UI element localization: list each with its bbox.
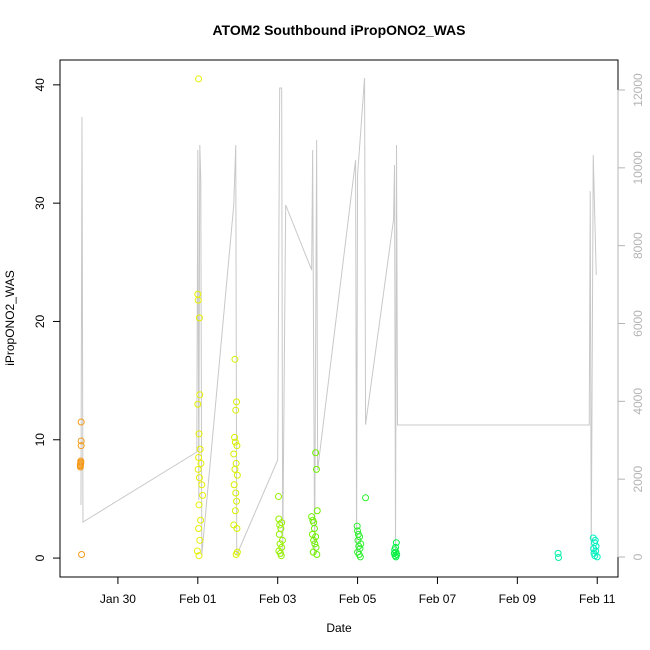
data-point <box>232 406 240 414</box>
data-point <box>231 433 239 441</box>
data-point <box>197 459 205 467</box>
y2-tick-label: 6000 <box>631 310 645 337</box>
data-point <box>392 553 400 561</box>
data-point <box>313 551 321 559</box>
data-point <box>198 481 206 489</box>
data-point <box>194 400 202 408</box>
data-point <box>233 442 241 450</box>
data-point <box>230 481 238 489</box>
data-point <box>276 540 284 548</box>
data-point <box>232 551 240 559</box>
data-point <box>197 516 205 524</box>
data-point <box>199 491 207 499</box>
data-point <box>311 540 319 548</box>
data-point <box>194 296 202 304</box>
data-point <box>233 524 241 532</box>
data-point <box>231 507 239 515</box>
chart-title: ATOM2 Southbound iPropONO2_WAS <box>212 22 465 38</box>
data-point <box>356 553 364 561</box>
data-point <box>232 489 240 497</box>
data-point <box>233 398 241 406</box>
data-point <box>362 494 370 502</box>
data-point <box>196 445 204 453</box>
data-point <box>312 465 320 473</box>
data-point <box>195 501 203 509</box>
data-point <box>196 536 204 544</box>
data-point <box>592 542 600 550</box>
data-point <box>391 552 399 560</box>
y2-tick-label: 0 <box>631 553 645 560</box>
y-tick-label: 30 <box>33 196 47 210</box>
x-tick-label: Feb 03 <box>259 592 297 606</box>
data-point <box>195 454 203 462</box>
data-point <box>310 524 318 532</box>
data-point <box>195 552 203 560</box>
data-point <box>353 522 361 530</box>
data-point <box>195 75 203 83</box>
data-point <box>354 527 362 535</box>
data-point <box>193 547 201 555</box>
data-point <box>593 553 601 561</box>
data-point <box>230 450 238 458</box>
data-point <box>276 521 284 529</box>
data-point <box>589 534 597 542</box>
data-point <box>356 533 364 541</box>
x-tick-label: Feb 01 <box>179 592 217 606</box>
data-point <box>77 442 85 450</box>
y-tick-label: 0 <box>33 554 47 561</box>
y-tick-label: 20 <box>33 314 47 328</box>
y2-tick-label: 12000 <box>631 73 645 107</box>
data-point <box>278 536 286 544</box>
y-axis-label: iPropONO2_WAS <box>3 270 17 366</box>
data-point <box>312 449 320 457</box>
data-point <box>233 497 241 505</box>
data-point <box>554 553 562 561</box>
y2-tick-label: 10000 <box>631 151 645 185</box>
data-point <box>195 524 203 532</box>
y2-tick-label: 4000 <box>631 388 645 415</box>
data-point <box>554 549 562 557</box>
data-point <box>231 465 239 473</box>
data-point <box>196 391 204 399</box>
data-point <box>313 507 321 515</box>
x-tick-label: Feb 09 <box>499 592 537 606</box>
y-tick-label: 40 <box>33 78 47 92</box>
data-point <box>76 462 84 470</box>
data-point <box>392 539 400 547</box>
x-tick-label: Feb 05 <box>339 592 377 606</box>
x-tick-label: Feb 11 <box>579 592 616 606</box>
data-point <box>310 536 318 544</box>
data-point <box>312 533 320 541</box>
x-tick-label: Feb 07 <box>419 592 457 606</box>
y2-tick-label: 8000 <box>631 232 645 259</box>
data-point <box>77 418 85 426</box>
data-point <box>77 459 85 467</box>
data-point <box>231 355 239 363</box>
y-tick-label: 10 <box>33 433 47 447</box>
data-point <box>277 552 285 560</box>
data-point <box>78 551 86 559</box>
data-point <box>309 548 317 556</box>
data-point <box>195 314 203 322</box>
altitude-line <box>80 77 597 556</box>
data-point <box>274 493 282 501</box>
data-point <box>357 540 365 548</box>
data-point <box>308 513 316 521</box>
data-point <box>77 457 85 465</box>
data-point <box>590 545 598 553</box>
data-point <box>233 471 241 479</box>
y2-tick-label: 2000 <box>631 465 645 492</box>
data-point <box>231 438 239 446</box>
data-point <box>195 430 203 438</box>
data-point <box>194 465 202 473</box>
x-tick-label: Jan 30 <box>100 592 136 606</box>
data-point <box>77 437 85 445</box>
x-axis-label: Date <box>326 621 352 635</box>
data-point <box>195 474 203 482</box>
data-point <box>275 530 283 538</box>
